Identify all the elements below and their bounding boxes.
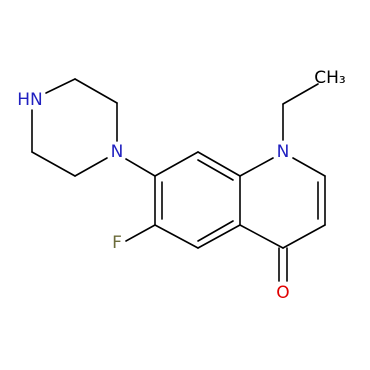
bond bbox=[125, 158, 156, 177]
atom-label: N bbox=[277, 142, 290, 162]
bond bbox=[74, 78, 118, 104]
bond bbox=[197, 224, 241, 249]
bond bbox=[125, 224, 156, 242]
bond bbox=[197, 220, 234, 242]
atom-label: O bbox=[276, 283, 289, 303]
atom-label: CH₃ bbox=[314, 68, 345, 88]
bond bbox=[282, 83, 319, 105]
atom-label: N bbox=[111, 142, 124, 162]
bond bbox=[197, 151, 241, 177]
bond bbox=[45, 78, 76, 94]
bond bbox=[197, 159, 234, 181]
bond bbox=[154, 224, 199, 249]
atom-label: F bbox=[112, 233, 122, 253]
bonds bbox=[31, 78, 326, 282]
bond bbox=[31, 151, 76, 177]
bond bbox=[239, 157, 274, 177]
bond bbox=[292, 157, 326, 177]
bond bbox=[154, 151, 199, 177]
bond bbox=[282, 224, 326, 249]
bond bbox=[239, 224, 284, 249]
bond bbox=[74, 157, 108, 177]
atom-label: HN bbox=[17, 90, 43, 110]
